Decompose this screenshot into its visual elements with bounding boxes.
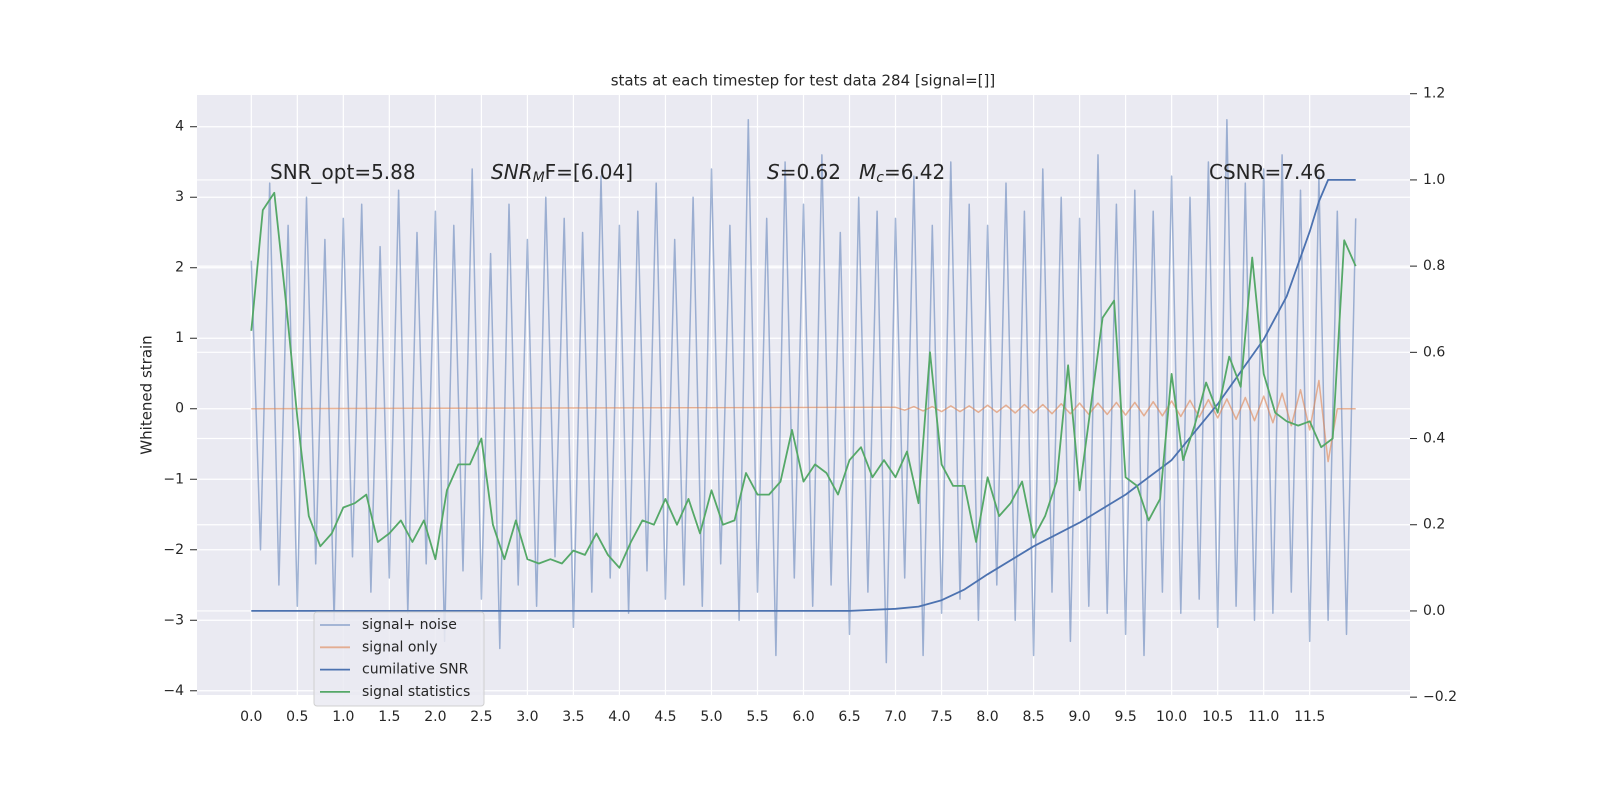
legend-label: cumilative SNR <box>362 662 469 678</box>
x-tick-label: 11.5 <box>1294 709 1325 725</box>
y-axis-label: Whitened strain <box>138 335 156 454</box>
y2-tick-label: 1.2 <box>1423 86 1445 102</box>
y-tick-label: −4 <box>163 683 184 699</box>
annotation: SNR_opt=5.88 <box>270 160 416 184</box>
annotation-part: SNR <box>491 160 533 184</box>
x-tick-label: 2.0 <box>424 709 446 725</box>
x-tick-label: 7.5 <box>930 709 952 725</box>
x-tick-label: 0.0 <box>240 709 262 725</box>
annotation-part: SNR_opt=5.88 <box>270 160 416 184</box>
x-tick-label: 8.0 <box>976 709 998 725</box>
chart-title: stats at each timestep for test data 284… <box>611 72 996 90</box>
legend-label: signal+ noise <box>362 617 457 633</box>
x-tick-label: 7.0 <box>884 709 906 725</box>
y-tick-label: −1 <box>163 471 184 487</box>
annotation: CSNR=7.46 <box>1209 160 1326 184</box>
x-tick-label: 9.0 <box>1068 709 1090 725</box>
y-tick-label: −3 <box>163 612 184 628</box>
y-tick-label: −2 <box>163 542 184 558</box>
y2-tick-label: 0.4 <box>1423 431 1445 447</box>
y2-tick-label: −0.2 <box>1423 689 1457 705</box>
y2-tick-label: 0.2 <box>1423 517 1445 533</box>
y2-tick-label: 0.0 <box>1423 603 1445 619</box>
x-tick-label: 9.5 <box>1114 709 1136 725</box>
annotation-part: =6.42 <box>884 160 945 184</box>
x-tick-label: 6.0 <box>792 709 814 725</box>
x-tick-label: 8.5 <box>1022 709 1044 725</box>
series-line <box>250 191 1357 569</box>
x-tick-label: 10.5 <box>1202 709 1233 725</box>
y-tick-label: 2 <box>175 260 184 276</box>
annotation: SNRMF=[6.04] <box>491 160 633 187</box>
legend-box <box>313 611 485 707</box>
annotation-part: F=[6.04] <box>545 160 633 184</box>
x-tick-label: 3.0 <box>516 709 538 725</box>
x-tick-label: 1.5 <box>378 709 400 725</box>
x-tick-label: 3.5 <box>562 709 584 725</box>
x-tick-label: 1.0 <box>332 709 354 725</box>
x-tick-label: 5.0 <box>700 709 722 725</box>
x-tick-label: 5.5 <box>746 709 768 725</box>
annotation-part: S <box>767 160 780 184</box>
y2-tick-label: 1.0 <box>1423 172 1445 188</box>
x-tick-label: 4.5 <box>654 709 676 725</box>
legend: signal+ noise signal only cumilative SNR si… <box>313 611 485 707</box>
x-tick-label: 0.5 <box>286 709 308 725</box>
y2-tick-label: 0.8 <box>1423 258 1445 274</box>
annotation: S=0.62 <box>767 160 841 184</box>
x-tick-label: 2.5 <box>470 709 492 725</box>
x-tick-label: 4.0 <box>608 709 630 725</box>
annotation-part: c <box>876 170 884 186</box>
x-tick-label: 11.0 <box>1248 709 1279 725</box>
x-tick-label: 10.0 <box>1156 709 1187 725</box>
annotation: Mc=6.42 <box>859 160 945 187</box>
series-line <box>250 118 1357 664</box>
y2-tick-label: 0.6 <box>1423 344 1445 360</box>
legend-label: signal only <box>362 639 437 655</box>
y-tick-label: 3 <box>175 189 184 205</box>
y-tick-label: 0 <box>175 401 184 417</box>
annotation-part: CSNR=7.46 <box>1209 160 1326 184</box>
y-tick-label: 1 <box>175 330 184 346</box>
annotation-part: M <box>533 170 545 186</box>
legend-label: signal statistics <box>362 684 470 700</box>
series-line <box>251 179 1356 612</box>
x-tick-label: 6.5 <box>838 709 860 725</box>
annotation-part: =0.62 <box>780 160 841 184</box>
annotation-part: M <box>859 160 876 184</box>
y-tick-label: 4 <box>175 119 184 135</box>
